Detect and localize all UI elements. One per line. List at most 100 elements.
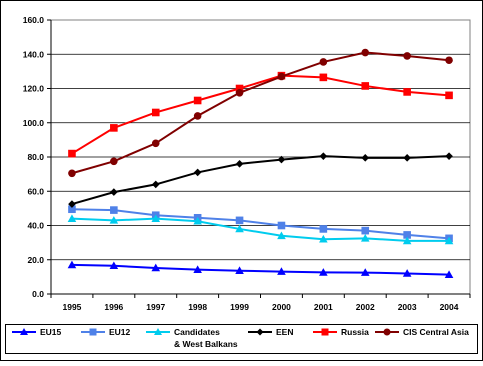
data-point [403, 231, 411, 239]
series-cis-central-asia [68, 48, 453, 178]
data-point [319, 73, 328, 82]
data-point [193, 216, 202, 225]
data-point [360, 268, 370, 276]
x-tick-label: 2002 [356, 302, 375, 312]
data-point [402, 269, 412, 277]
x-tick-label: 1996 [104, 302, 123, 312]
data-point [151, 108, 160, 117]
x-tick-label: 1995 [62, 302, 81, 312]
data-point [151, 263, 161, 272]
x-tick-label: 1997 [146, 302, 165, 312]
data-point [319, 268, 328, 276]
data-point [445, 152, 453, 160]
data-point [445, 91, 453, 100]
plot-area: 0.0 20.0 40.0 60.0 80.0 100.0 120.0 140.0 160.0 1… [23, 15, 471, 312]
legend-item: Russia [313, 327, 369, 337]
data-point [277, 231, 286, 240]
series-line [71, 155, 450, 206]
y-tick-label: 160.0 [23, 15, 45, 25]
data-point [109, 261, 119, 270]
data-point [151, 214, 161, 222]
data-point [235, 88, 244, 97]
data-point [277, 72, 286, 81]
x-tick-label: 1998 [188, 302, 207, 312]
data-point [67, 214, 77, 222]
legend-label: Candidates [174, 327, 220, 337]
legend-label: CIS Central Asia [403, 327, 469, 337]
data-point [361, 226, 370, 235]
y-tick-label: 0.0 [32, 289, 44, 299]
y-tick-label: 120.0 [23, 84, 45, 94]
data-point [235, 266, 244, 275]
legend-label-line2: & West Balkans [174, 339, 238, 349]
series-line [71, 217, 450, 242]
legend-item: Candidates & West Balkans [146, 327, 238, 349]
data-point [68, 205, 76, 214]
data-point [277, 155, 286, 164]
series-een [68, 152, 453, 208]
legend-marker [383, 328, 391, 336]
data-point [235, 160, 244, 168]
data-point [67, 260, 77, 269]
legend-marker [20, 328, 28, 335]
x-tick-label: 2004 [440, 302, 459, 312]
data-point [361, 48, 370, 57]
legend-item: CIS Central Asia [375, 327, 469, 337]
data-point [444, 270, 454, 278]
x-tick-label: 2001 [314, 302, 333, 312]
data-point [277, 267, 286, 275]
legend-item: EEN [248, 327, 293, 337]
data-point [403, 154, 411, 162]
data-point [319, 152, 328, 160]
data-point [151, 139, 160, 148]
series-eu15 [67, 260, 454, 278]
legend-label: Russia [341, 327, 369, 337]
data-point [319, 234, 328, 243]
legend-label: EU12 [109, 327, 131, 337]
series-line [71, 51, 450, 175]
x-tick-label: 2000 [272, 302, 291, 312]
data-point [235, 216, 244, 225]
y-tick-label: 60.0 [27, 186, 44, 196]
data-point [68, 169, 76, 178]
y-tick-label: 100.0 [23, 118, 45, 128]
legend-label: EU15 [40, 327, 62, 337]
y-tick-label: 140.0 [23, 49, 45, 59]
data-point [360, 234, 370, 242]
data-point [110, 188, 118, 196]
x-tick-label: 1999 [230, 302, 249, 312]
data-point [277, 221, 286, 230]
series-candidates-west-balkans [67, 214, 454, 245]
data-point [110, 157, 118, 166]
data-point [193, 265, 202, 273]
data-point [319, 225, 328, 233]
data-point [361, 82, 370, 90]
legend-item: EU12 [81, 327, 131, 337]
series-line [71, 263, 450, 276]
data-point [235, 84, 244, 93]
data-point [319, 58, 328, 66]
legend-box [5, 324, 478, 354]
legend-marker [154, 328, 162, 335]
data-point [235, 224, 244, 233]
data-point [110, 124, 118, 132]
data-point [403, 52, 411, 60]
series-line [71, 208, 450, 240]
data-point [361, 154, 370, 162]
legend-item: EU15 [12, 327, 62, 337]
data-point [402, 236, 412, 245]
data-point [403, 88, 411, 96]
y-tick-label: 80.0 [27, 152, 44, 162]
legend-marker [321, 328, 329, 336]
data-point [193, 96, 202, 105]
x-tick-label: 2003 [398, 302, 417, 312]
data-point [110, 206, 118, 214]
data-point [444, 236, 454, 245]
data-point [193, 168, 202, 177]
legend-label: EEN [276, 327, 293, 337]
data-point [151, 180, 160, 189]
data-point [193, 112, 202, 120]
y-tick-label: 40.0 [27, 221, 44, 231]
